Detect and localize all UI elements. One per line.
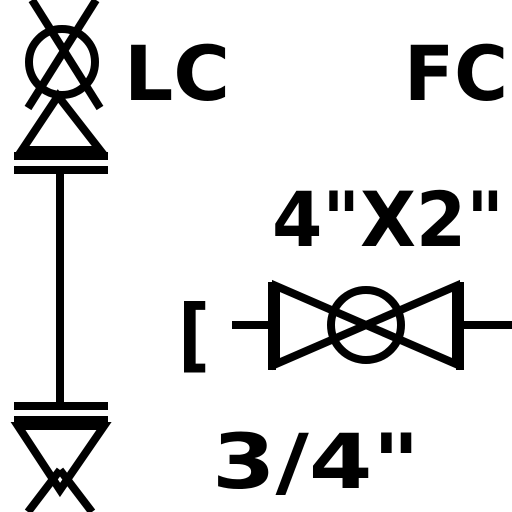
lower-valve-icon (10, 422, 112, 512)
ball-valve-icon-horizontal (327, 286, 405, 364)
horizontal-valve-assembly (232, 279, 512, 371)
upper-valve-triangle-icon (14, 89, 109, 154)
label-fc: FC (404, 29, 508, 118)
label-size-small: 3/4" (212, 417, 420, 506)
label-size-main: 4"X2" (272, 175, 504, 264)
vertical-valve-assembly (10, 0, 112, 512)
bracket-icon: [ (178, 288, 210, 381)
label-lc: LC (124, 29, 230, 118)
ball-valve-icon (25, 25, 99, 99)
gate-valve-left-icon (272, 279, 377, 371)
gate-valve-right-icon (355, 279, 460, 371)
